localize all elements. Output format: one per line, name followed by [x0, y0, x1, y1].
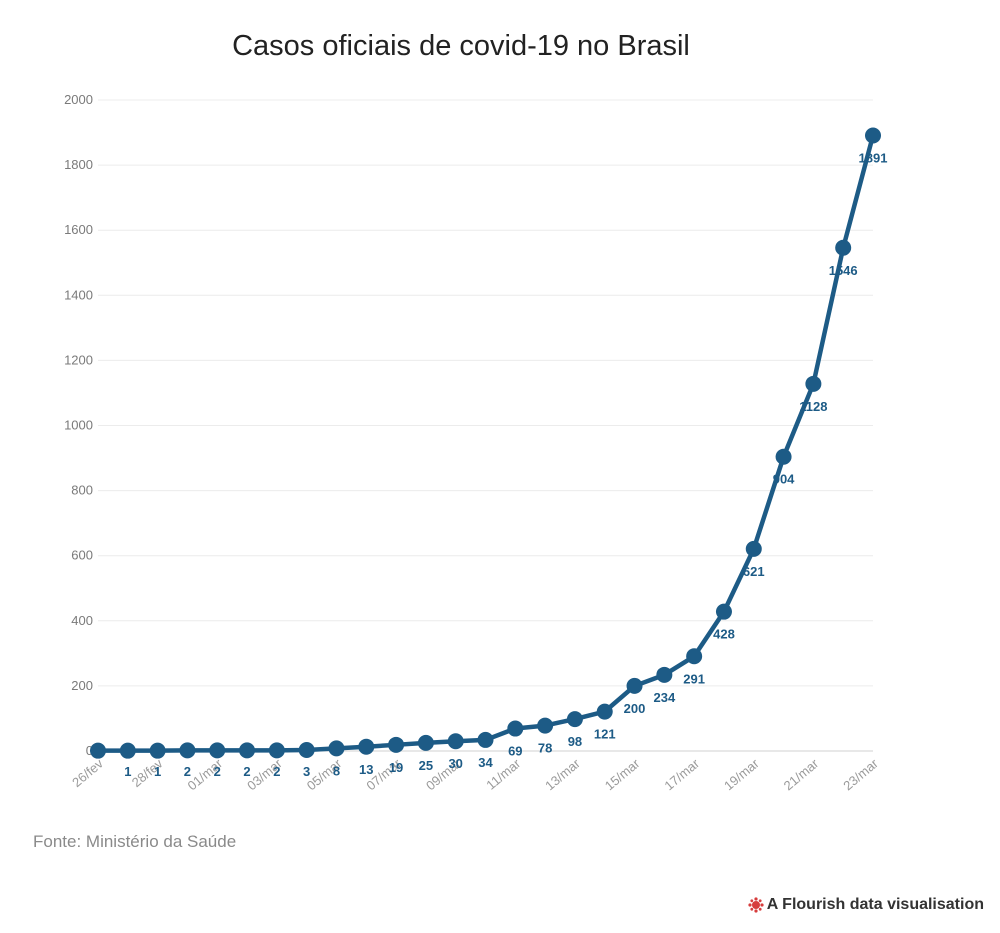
data-point[interactable]	[596, 703, 613, 720]
data-label: 2	[184, 764, 191, 779]
data-label: 1546	[829, 263, 858, 278]
data-label: 1891	[859, 150, 888, 165]
data-label: 428	[713, 627, 735, 642]
y-tick-label: 1600	[64, 222, 93, 237]
x-tick-label: 23/mar	[840, 755, 881, 793]
data-point[interactable]	[239, 742, 256, 759]
data-point[interactable]	[745, 540, 762, 557]
x-tick-label: 19/mar	[721, 755, 762, 793]
data-point[interactable]	[268, 742, 285, 759]
data-point[interactable]	[656, 666, 673, 683]
data-label: 34	[478, 755, 493, 770]
data-label: 69	[508, 744, 522, 759]
data-label: 2	[273, 764, 280, 779]
data-point[interactable]	[388, 736, 405, 753]
x-tick-label: 26/fev	[69, 755, 106, 790]
chart-title: Casos oficiais de covid-19 no Brasil	[232, 30, 690, 62]
data-label: 13	[359, 762, 373, 777]
data-labels-layer: 1 1 2 2 2 2 3 8 13 19 25 30 34 69 78 98 121 200 234 291 428 6…	[124, 150, 887, 779]
data-label: 19	[389, 760, 403, 775]
data-point[interactable]	[775, 448, 792, 465]
data-label: 78	[538, 741, 552, 756]
flourish-logo-icon	[748, 897, 764, 913]
data-label: 8	[333, 763, 340, 778]
x-tick-label: 13/mar	[542, 755, 583, 793]
data-label: 3	[303, 764, 310, 779]
data-point[interactable]	[686, 648, 703, 665]
x-tick-label: 15/mar	[602, 755, 643, 793]
data-label: 904	[773, 472, 795, 487]
grid-layer	[98, 99, 873, 752]
data-point[interactable]	[328, 740, 345, 757]
data-point[interactable]	[179, 742, 196, 759]
data-point[interactable]	[119, 742, 136, 759]
data-point[interactable]	[477, 731, 494, 748]
data-point[interactable]	[90, 742, 106, 759]
series-line	[95, 133, 876, 753]
data-label: 121	[594, 727, 616, 742]
y-tick-label: 1400	[64, 287, 93, 302]
y-tick-label: 0	[86, 743, 93, 758]
data-point[interactable]	[447, 733, 464, 750]
data-point[interactable]	[209, 742, 226, 759]
series-points-layer	[90, 127, 881, 759]
credit-text: A Flourish data visualisation	[766, 896, 984, 913]
x-tick-label: 21/mar	[781, 755, 822, 793]
data-label: 98	[568, 734, 582, 749]
data-label: 1	[154, 764, 161, 779]
data-point[interactable]	[566, 711, 583, 728]
data-point[interactable]	[715, 603, 732, 620]
data-label: 25	[419, 758, 433, 773]
data-label: 234	[653, 690, 675, 705]
data-point[interactable]	[865, 127, 881, 144]
data-point[interactable]	[537, 717, 554, 734]
y-tick-label: 400	[71, 613, 93, 628]
data-label: 621	[743, 564, 765, 579]
y-axis-ticks: 0 200 400 600 800 1000 1200 1400 1600 1800 2000	[64, 92, 93, 758]
flourish-credit-link[interactable]: A Flourish data visualisation	[748, 896, 984, 914]
data-point[interactable]	[417, 734, 434, 751]
y-tick-label: 1200	[64, 352, 93, 367]
data-label: 200	[624, 701, 646, 716]
series-line-layer	[95, 133, 876, 753]
data-point[interactable]	[626, 677, 643, 694]
y-tick-label: 1800	[64, 157, 93, 172]
source-note: Fonte: Ministério da Saúde	[33, 832, 237, 851]
data-point[interactable]	[149, 742, 166, 759]
data-point[interactable]	[298, 742, 315, 759]
data-point[interactable]	[805, 375, 822, 392]
data-label: 291	[683, 671, 705, 686]
data-label: 1	[124, 764, 131, 779]
data-label: 30	[448, 756, 462, 771]
data-label: 2	[214, 764, 221, 779]
x-tick-label: 17/mar	[661, 755, 702, 793]
data-point[interactable]	[507, 720, 524, 737]
y-tick-label: 600	[71, 548, 93, 563]
data-label: 2	[243, 764, 250, 779]
data-label: 1128	[799, 399, 827, 414]
y-tick-label: 800	[71, 483, 93, 498]
y-tick-label: 2000	[64, 92, 93, 107]
y-tick-label: 1000	[64, 418, 93, 433]
y-tick-label: 200	[71, 678, 93, 693]
data-point[interactable]	[835, 239, 852, 256]
data-point[interactable]	[358, 738, 375, 755]
